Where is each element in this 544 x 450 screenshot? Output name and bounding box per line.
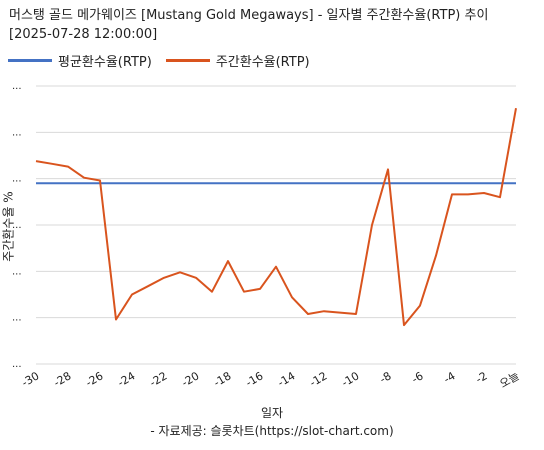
x-tick-label: -4	[442, 369, 458, 386]
x-tick-label: -26	[83, 369, 105, 389]
x-tick-label: -18	[211, 369, 233, 389]
y-tick-label: ...	[12, 220, 22, 231]
x-tick-label: -14	[275, 369, 297, 389]
legend-swatch-weekly	[165, 58, 210, 62]
x-axis-label: 일자	[260, 406, 284, 420]
legend: 평균환수율(RTP) 주간환수율(RTP)	[8, 50, 324, 70]
legend-item-weekly[interactable]: 주간환수율(RTP)	[165, 51, 310, 70]
x-tick-label: -8	[378, 369, 394, 386]
x-tick-label: -2	[474, 369, 490, 386]
chart-title-line1: 머스탱 골드 메가웨이즈 [Mustang Gold Megaways] - 일…	[9, 8, 489, 23]
y-axis-label: 주간환수율 %	[1, 191, 16, 262]
y-tick-label: ...	[12, 81, 22, 92]
x-tick-label: -6	[410, 369, 426, 386]
legend-label-weekly: 주간환수율(RTP)	[215, 54, 310, 70]
legend-swatch-average	[8, 58, 52, 62]
series-line-weekly	[35, 108, 517, 327]
y-tick-label: ...	[12, 266, 22, 277]
x-tick-label: -16	[243, 369, 265, 389]
chart-title: 머스탱 골드 메가웨이즈 [Mustang Gold Megaways] - 일…	[9, 6, 539, 44]
y-tick-label: ...	[12, 174, 22, 185]
legend-label-average: 평균환수율(RTP)	[58, 54, 152, 70]
legend-item-average[interactable]: 평균환수율(RTP)	[8, 51, 152, 70]
y-tick-label: ...	[12, 313, 22, 324]
x-tick-label: -30	[19, 369, 41, 389]
chart-title-line2: [2025-07-28 12:00:00]	[9, 27, 158, 42]
source-credit: - 자료제공: 슬롯차트(https://slot-chart.com)	[150, 424, 394, 438]
x-tick-label: 오늘	[497, 369, 521, 390]
x-tick-label: -20	[179, 369, 201, 389]
x-tick-label: -12	[307, 369, 329, 389]
y-tick-label: ...	[12, 127, 22, 138]
x-tick-label: -10	[339, 369, 361, 389]
x-tick-label: -24	[115, 369, 137, 389]
x-tick-label: -28	[51, 369, 73, 389]
y-tick-label: ...	[12, 359, 22, 370]
x-tick-label: -22	[147, 369, 169, 389]
